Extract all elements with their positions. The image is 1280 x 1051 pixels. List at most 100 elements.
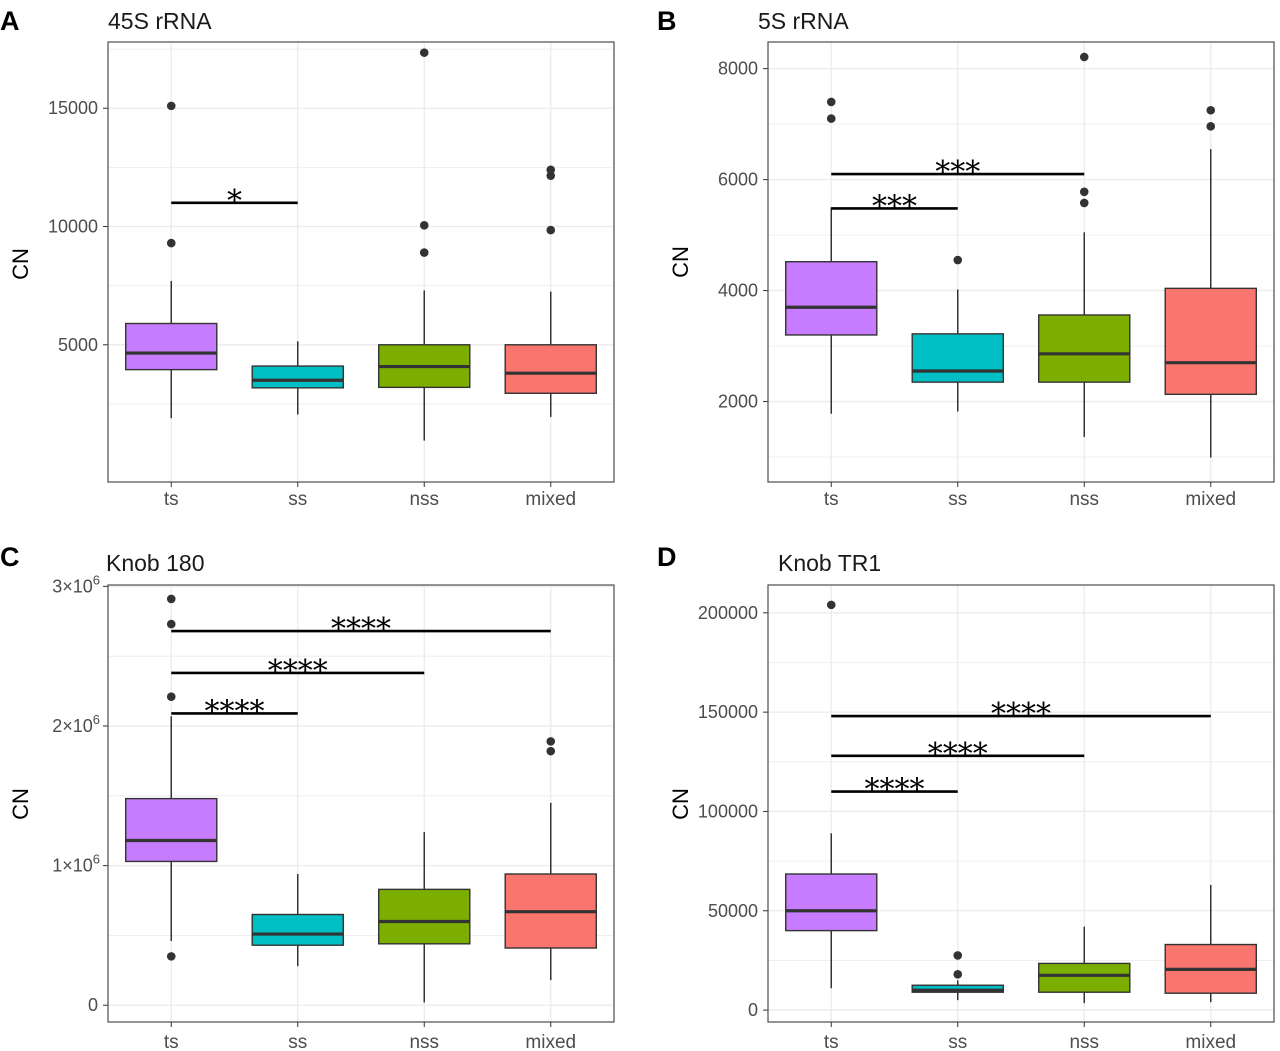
- significance-label-ts-ss: ****: [865, 773, 925, 808]
- x-tick-label-ss: ss: [948, 1032, 967, 1051]
- panel-d-border: [767, 584, 1275, 1023]
- panel-a-ylabel: CN: [8, 248, 33, 280]
- panel-b-plot: 2000 4000 6000 8000 *** *** ts ss nss mixed: [718, 41, 1275, 510]
- panel-b-y-tick-label: 6000: [718, 170, 758, 190]
- x-tick-label-ts: ts: [824, 1032, 839, 1051]
- box-ts-outlier-point: [166, 101, 176, 111]
- panel-d-y-tick-label: 50000: [708, 901, 758, 921]
- panel-d-y-tick-label: 150000: [698, 702, 758, 722]
- panel-d-title: Knob TR1: [778, 550, 881, 576]
- significance-label-ts-ss: ****: [205, 694, 265, 729]
- panel-a-letter: A: [0, 6, 20, 36]
- x-tick-label-ts: ts: [164, 489, 179, 510]
- panel-b-title: 5S rRNA: [758, 8, 849, 34]
- significance-label-ts-ss: *: [227, 184, 242, 219]
- box-ts-outlier-point: [826, 114, 836, 123]
- box-ts: [125, 797, 218, 863]
- box-nss: [1038, 314, 1131, 383]
- x-tick-label-nss: nss: [409, 489, 439, 510]
- panel-a-y-tick-label: 15000: [48, 98, 98, 118]
- panel-c-ylabel: CN: [8, 788, 33, 820]
- box-ts-outlier-point: [166, 238, 176, 248]
- panel-d-letter: D: [657, 542, 677, 572]
- panel-c-y-tick-label: 1×106: [52, 852, 100, 876]
- box-nss-outlier-point: [1079, 187, 1089, 197]
- box-mixed-outlier-point: [546, 165, 556, 175]
- panel-a-plot: 5000 10000 15000 * ts ss nss mixed: [48, 41, 615, 510]
- box-ts-outlier-point: [166, 952, 176, 961]
- box-mixed-outlier-point: [1206, 105, 1216, 115]
- box-ss: [251, 365, 344, 389]
- x-tick-label-mixed: mixed: [525, 489, 576, 510]
- significance-label-ts-nss: ****: [928, 737, 988, 772]
- box-mixed-outlier-point: [546, 225, 556, 235]
- box-mixed-outlier-point: [1206, 122, 1216, 131]
- panel-d-y-tick-label: 100000: [698, 801, 758, 821]
- x-tick-label-mixed: mixed: [1185, 1032, 1236, 1051]
- box-nss-outlier-point: [419, 221, 429, 230]
- box-nss-outlier-point: [419, 48, 429, 57]
- box-ts-outlier-point: [166, 594, 176, 604]
- x-tick-label-nss: nss: [1069, 1032, 1099, 1051]
- box-ts-outlier-point: [826, 97, 836, 107]
- panel-c-letter: C: [0, 542, 20, 572]
- box-mixed-outlier-point: [546, 746, 556, 756]
- x-tick-label-ss: ss: [288, 1032, 307, 1051]
- x-tick-label-ts: ts: [824, 489, 839, 510]
- panel-d-y-tick-label: 0: [748, 1000, 758, 1020]
- x-tick-label-nss: nss: [409, 1032, 439, 1051]
- box-ts-outlier-point: [166, 619, 176, 629]
- significance-label-ts-mixed: ****: [331, 612, 391, 647]
- box-mixed-outlier-point: [546, 171, 556, 180]
- x-tick-label-mixed: mixed: [525, 1032, 576, 1051]
- panel-a-title: 45S rRNA: [108, 8, 212, 34]
- panel-c-border: [107, 584, 615, 1023]
- significance-label-ts-nss: ***: [935, 155, 980, 190]
- box-nss-outlier-point: [1079, 198, 1089, 208]
- panel-c-y-tick-label: 3×106: [52, 572, 100, 596]
- panel-b: B 5S rRNA CN 2000 4000 6000 8000 *** *** ts ss n…: [657, 6, 1275, 510]
- box-nss-outlier-point: [1079, 52, 1089, 62]
- panel-c-y-tick-label: 0: [88, 995, 98, 1015]
- significance-label-ts-ss: ***: [872, 189, 917, 224]
- box-mixed-outlier-point: [546, 737, 556, 746]
- box-nss-outlier-point: [419, 248, 429, 257]
- panel-c: C Knob 180 CN 01×1062×1063×106**********…: [0, 542, 615, 1051]
- box-ss: [251, 913, 344, 946]
- box-ts-outlier-point: [166, 692, 176, 701]
- box-ts: [125, 322, 218, 371]
- panel-a-y-tick-label: 5000: [58, 335, 98, 355]
- panel-a-border: [107, 41, 615, 483]
- box-ss: [911, 333, 1004, 383]
- significance-label-ts-nss: ****: [268, 654, 328, 689]
- box-ts: [785, 261, 878, 336]
- box-mixed: [504, 344, 597, 394]
- panel-d: D Knob TR1 CN 0 50000 100000 150000 200000 **…: [657, 542, 1275, 1051]
- box-mixed: [1164, 287, 1257, 396]
- box-ts: [785, 873, 878, 932]
- panel-c-title: Knob 180: [106, 550, 204, 576]
- x-tick-label-mixed: mixed: [1185, 489, 1236, 510]
- panel-a-background: [108, 42, 614, 482]
- panel-c-y-tick-label: 2×106: [52, 712, 100, 736]
- box-nss: [378, 888, 471, 945]
- panel-b-y-tick-label: 8000: [718, 59, 758, 79]
- panel-b-y-tick-label: 2000: [718, 392, 758, 412]
- box-ss-outlier-point: [953, 970, 963, 979]
- panel-b-letter: B: [657, 6, 677, 36]
- x-tick-label-ss: ss: [288, 489, 307, 510]
- x-tick-label-nss: nss: [1069, 489, 1099, 510]
- x-tick-label-ss: ss: [948, 489, 967, 510]
- box-nss: [1038, 962, 1131, 993]
- box-ts-outlier-point: [826, 600, 836, 610]
- panel-d-y-tick-label: 200000: [698, 603, 758, 623]
- box-ss-outlier-point: [953, 951, 963, 960]
- panel-a-y-tick-label: 10000: [48, 217, 98, 237]
- box-ss-outlier-point: [953, 255, 963, 265]
- panel-b-border: [767, 41, 1275, 483]
- panel-b-ylabel: CN: [668, 246, 693, 278]
- panel-d-ylabel: CN: [668, 788, 693, 820]
- panel-a: A 45S rRNA CN 5000 10000 15000 * ts ss nss mixe…: [0, 6, 615, 510]
